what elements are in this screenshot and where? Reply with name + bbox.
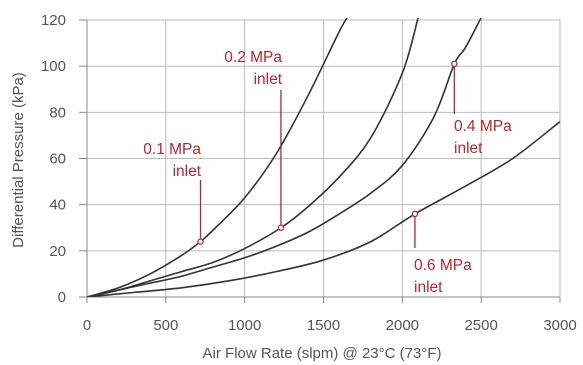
x-tick-label: 500 bbox=[153, 317, 178, 334]
annotation-label-line-2: inlet bbox=[254, 71, 283, 88]
annotation-label-line-2: inlet bbox=[173, 163, 202, 180]
x-tick-label: 3000 bbox=[543, 317, 576, 334]
annotation-marker bbox=[411, 210, 419, 218]
x-tick-label: 2000 bbox=[386, 317, 419, 334]
annotation-label-line-1: 0.2 MPa bbox=[224, 49, 282, 66]
annotation-label-line-2: inlet bbox=[454, 140, 483, 157]
series-line-3 bbox=[87, 18, 482, 297]
annotation-label-line-1: 0.1 MPa bbox=[143, 141, 201, 158]
y-tick-label: 100 bbox=[41, 58, 66, 75]
x-axis-title: Air Flow Rate (slpm) @ 23°C (73°F) bbox=[203, 345, 442, 362]
axes: 0 500 1000 1500 2000 2500 3000 0 20 40 60 80 100 120 bbox=[41, 12, 577, 334]
annotations: 0.1 MPa inlet 0.2 MPa inlet 0.4 MPa inlet 0.6 … bbox=[143, 49, 512, 296]
annotation-label-line-1: 0.6 MPa bbox=[414, 257, 472, 274]
series-line-1 bbox=[87, 18, 348, 297]
annotation-marker bbox=[451, 60, 458, 68]
x-tick-label: 1000 bbox=[228, 317, 261, 334]
annotation-label-line-2: inlet bbox=[414, 279, 443, 296]
series-lines bbox=[87, 18, 561, 297]
y-tick-label: 40 bbox=[49, 197, 66, 214]
x-tick-label: 1500 bbox=[307, 317, 340, 334]
x-tick-label: 2500 bbox=[464, 317, 497, 334]
y-axis-title: Differential Pressure (kPa) bbox=[10, 72, 27, 248]
grid bbox=[87, 19, 561, 297]
annotation-marker bbox=[197, 238, 204, 245]
series-line-4 bbox=[87, 120, 561, 297]
y-tick-label: 20 bbox=[49, 243, 66, 260]
x-tick-label: 0 bbox=[83, 317, 91, 334]
y-tick-label: 60 bbox=[49, 151, 66, 168]
y-tick-label: 0 bbox=[58, 289, 66, 306]
annotation-label-line-1: 0.4 MPa bbox=[454, 118, 512, 135]
series-line-2 bbox=[87, 18, 419, 297]
y-tick-label: 80 bbox=[49, 104, 66, 121]
y-tick-label: 120 bbox=[41, 12, 66, 29]
annotation-marker bbox=[277, 224, 285, 231]
